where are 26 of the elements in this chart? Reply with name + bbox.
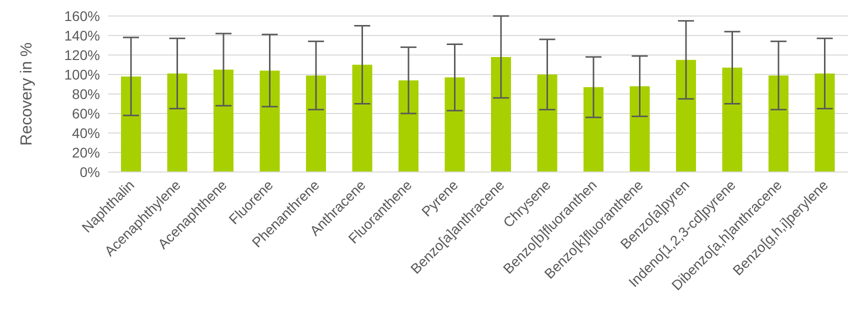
- bar: [491, 56, 511, 172]
- y-tick-label: 40%: [72, 124, 100, 141]
- y-tick-label: 160%: [64, 8, 100, 24]
- bar: [768, 75, 788, 172]
- bar: [630, 86, 650, 172]
- bar: [306, 75, 326, 172]
- bar: [214, 70, 234, 172]
- bar: [444, 77, 465, 172]
- bar: [537, 74, 558, 172]
- y-axis-title: Recovery in %: [18, 42, 36, 146]
- bar: [722, 68, 742, 172]
- bar: [584, 87, 604, 172]
- y-tick-label: 140%: [64, 27, 100, 44]
- y-tick-label: 120%: [64, 46, 100, 63]
- bar: [676, 60, 696, 172]
- y-tick-label: 20%: [72, 144, 100, 160]
- bar: [814, 74, 835, 172]
- y-tick-label: 80%: [72, 86, 100, 102]
- bar: [398, 80, 418, 172]
- bar: [121, 76, 141, 172]
- y-tick-label: 60%: [72, 105, 100, 122]
- y-tick-label: 100%: [64, 66, 100, 82]
- y-tick-label: 0%: [80, 164, 100, 180]
- bar: [260, 70, 280, 172]
- bar: [167, 74, 188, 172]
- bar: [352, 64, 372, 172]
